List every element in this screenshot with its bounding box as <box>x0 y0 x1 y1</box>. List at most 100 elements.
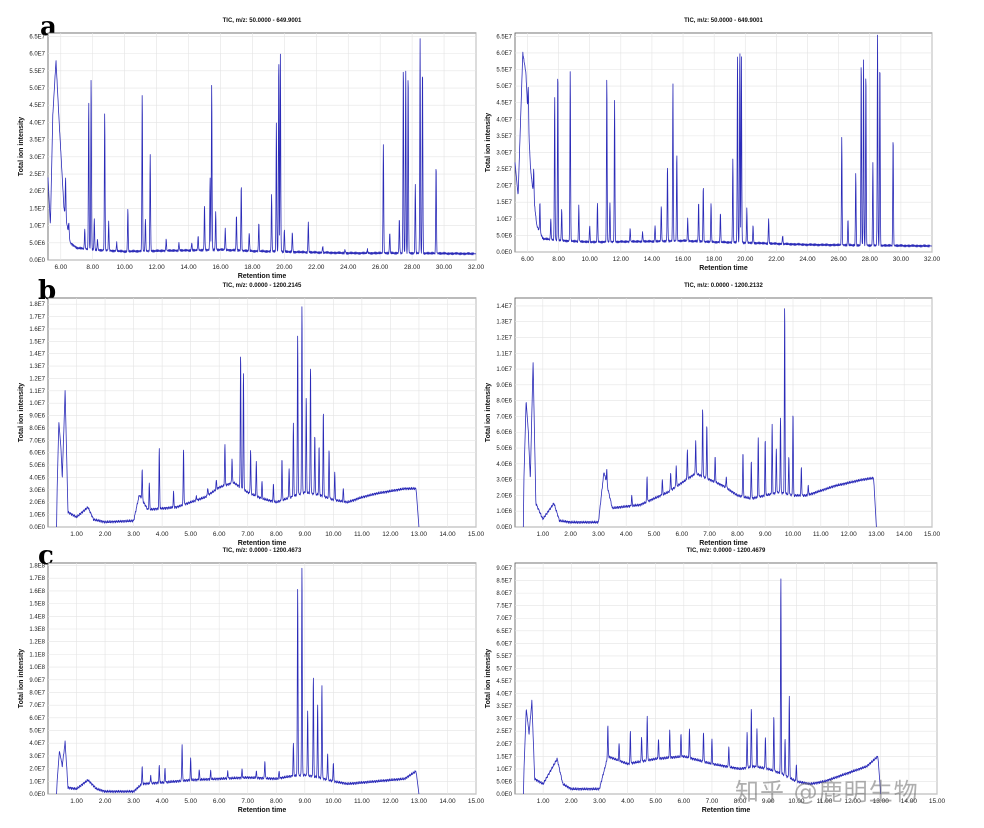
x-tick-label: 28.00 <box>404 264 421 271</box>
y-tick-label: 2.0E6 <box>29 500 45 506</box>
x-tick-label: 8.00 <box>270 798 283 805</box>
x-tick-label: 11.00 <box>354 798 370 805</box>
plot-frame <box>514 297 933 528</box>
y-tick-label: 5.0E7 <box>29 86 45 92</box>
y-tick-label: 3.0E7 <box>29 155 45 161</box>
y-tick-label: 4.0E7 <box>496 692 512 698</box>
y-tick-label: 1.0E7 <box>496 767 512 773</box>
x-tick-label: 14.00 <box>901 798 918 805</box>
x-tick-label: 15.00 <box>468 798 485 805</box>
x-tick-label: 6.00 <box>677 798 690 805</box>
x-tick-label: 14.00 <box>896 531 913 538</box>
y-tick-label: 8.5E7 <box>496 579 512 585</box>
y-tick-label: 5.0E7 <box>496 666 512 672</box>
chart-title: TIC, m/z: 0.0000 - 1200.2145 <box>223 283 302 289</box>
x-tick-label: 16.00 <box>212 264 229 271</box>
y-tick-label: 0.0E0 <box>496 525 512 531</box>
y-tick-label: 7.0E7 <box>496 616 512 622</box>
y-tick-label: 6.0E7 <box>29 716 45 722</box>
x-tick-label: 12.00 <box>844 798 861 805</box>
y-tick-label: 4.0E6 <box>496 462 512 468</box>
y-tick-label: 5.0E7 <box>496 84 512 90</box>
chart-title: TIC, m/z: 50.0000 - 649.9001 <box>223 18 302 24</box>
x-tick-label: 1.00 <box>70 531 83 538</box>
x-tick-label: 9.00 <box>759 531 772 538</box>
y-tick-label: 9.0E7 <box>496 566 512 572</box>
x-tick-label: 1.00 <box>537 798 550 805</box>
y-tick-label: 1.3E8 <box>29 627 45 633</box>
y-tick-label: 6.5E7 <box>496 34 512 40</box>
x-tick-label: 10.00 <box>785 531 802 538</box>
plot-frame <box>47 32 477 261</box>
y-tick-label: 0.0E0 <box>29 792 45 798</box>
x-tick-label: 10.00 <box>325 531 342 538</box>
plot-frame <box>514 32 933 253</box>
x-tick-label: 11.00 <box>817 798 833 805</box>
plot-frame <box>514 562 938 795</box>
y-tick-label: 9.0E6 <box>29 414 45 420</box>
y-tick-label: 3.0E6 <box>29 488 45 494</box>
x-tick-label: 4.00 <box>621 798 634 805</box>
x-tick-label: 8.00 <box>734 798 747 805</box>
y-tick-label: 1.1E7 <box>29 389 45 395</box>
x-tick-label: 13.00 <box>873 798 890 805</box>
y-tick-label: 5.0E6 <box>496 233 512 239</box>
y-tick-label: 8.0E6 <box>496 399 512 405</box>
x-tick-label: 7.00 <box>241 531 254 538</box>
y-tick-label: 7.0E6 <box>496 414 512 420</box>
chromatogram-panel-6: 0.0E0 5.0E6 1.0E7 1.5E7 2.0E7 2.5E7 3.0E7 3.5E7… <box>485 548 946 814</box>
y-tick-label: 5.0E6 <box>496 779 512 785</box>
x-tick-label: 15.00 <box>468 531 485 538</box>
y-tick-label: 2.0E7 <box>29 767 45 773</box>
x-tick-label: 10.00 <box>117 264 134 271</box>
x-tick-label: 11.00 <box>813 531 829 538</box>
x-tick-label: 10.00 <box>325 798 342 805</box>
y-tick-label: 8.0E7 <box>496 591 512 597</box>
y-tick-label: 7.0E6 <box>29 438 45 444</box>
y-tick-label: 6.0E7 <box>29 52 45 58</box>
x-tick-label: 8.00 <box>270 531 283 538</box>
y-tick-label: 1.7E8 <box>29 576 45 582</box>
y-tick-label: 1.2E7 <box>29 376 45 382</box>
y-tick-label: 5.0E6 <box>496 446 512 452</box>
x-tick-label: 13.00 <box>411 798 428 805</box>
y-tick-label: 1.0E8 <box>29 665 45 671</box>
plot-frame <box>47 562 477 795</box>
y-tick-label: 1.5E7 <box>29 206 45 212</box>
x-tick-label: 30.00 <box>436 264 453 271</box>
x-tick-label: 3.00 <box>593 798 606 805</box>
x-tick-label: 20.00 <box>276 264 293 271</box>
x-tick-label: 5.00 <box>184 798 197 805</box>
x-tick-label: 5.00 <box>648 531 661 538</box>
y-tick-label: 2.5E7 <box>496 729 512 735</box>
x-axis-label: Retention time <box>702 807 751 814</box>
y-tick-label: 1.4E7 <box>496 304 512 310</box>
y-tick-label: 6.0E6 <box>29 451 45 457</box>
y-axis-label: Total ion intensity <box>485 113 492 172</box>
x-tick-label: 16.00 <box>675 256 692 263</box>
y-tick-label: 5.5E7 <box>496 68 512 74</box>
y-tick-label: 1.0E7 <box>29 401 45 407</box>
x-tick-label: 26.00 <box>372 264 389 271</box>
x-axis-label: Retention time <box>238 807 287 814</box>
x-tick-label: 12.00 <box>840 531 857 538</box>
y-tick-label: 9.0E7 <box>29 678 45 684</box>
x-tick-label: 8.00 <box>731 531 744 538</box>
y-tick-label: 0.0E0 <box>29 525 45 531</box>
x-tick-label: 10.00 <box>788 798 805 805</box>
y-axis-label: Total ion intensity <box>18 383 25 442</box>
y-tick-label: 1.0E7 <box>496 217 512 223</box>
x-tick-label: 1.00 <box>70 798 83 805</box>
x-tick-label: 26.00 <box>831 256 848 263</box>
x-tick-label: 13.00 <box>411 531 428 538</box>
chart-title: TIC, m/z: 0.0000 - 1200.4679 <box>687 548 766 554</box>
y-tick-label: 1.5E7 <box>29 339 45 345</box>
y-tick-label: 8.0E6 <box>29 426 45 432</box>
x-tick-label: 32.00 <box>924 256 941 263</box>
y-tick-label: 3.5E7 <box>29 138 45 144</box>
chromatogram-panel-4: 0.0E0 1.0E6 2.0E6 3.0E6 4.0E6 5.0E6 6.0E6 7.0E6… <box>485 283 941 547</box>
y-tick-label: 9.0E6 <box>496 383 512 389</box>
x-axis-label: Retention time <box>238 273 287 280</box>
watermark: 知乎 @鹿明生物 <box>735 778 919 806</box>
